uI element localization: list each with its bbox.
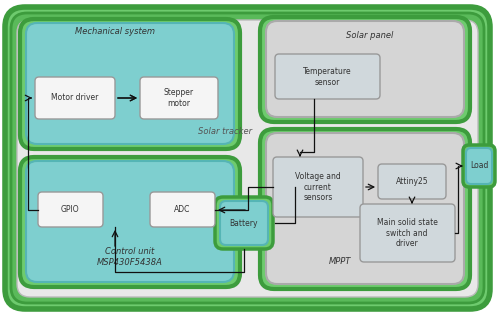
FancyBboxPatch shape — [260, 17, 470, 122]
FancyBboxPatch shape — [275, 54, 380, 99]
FancyBboxPatch shape — [463, 145, 495, 187]
Text: Solar tracker: Solar tracker — [198, 127, 252, 137]
Text: Mechanical system: Mechanical system — [75, 28, 155, 36]
Text: Solar panel: Solar panel — [346, 30, 394, 40]
Text: Attiny25: Attiny25 — [396, 178, 428, 186]
FancyBboxPatch shape — [466, 148, 492, 184]
FancyBboxPatch shape — [20, 157, 240, 287]
Text: Control unit
MSP430F5438A: Control unit MSP430F5438A — [97, 247, 163, 267]
FancyBboxPatch shape — [266, 133, 464, 284]
FancyBboxPatch shape — [26, 161, 234, 282]
FancyBboxPatch shape — [38, 192, 103, 227]
Text: Temperature
sensor: Temperature sensor — [302, 67, 352, 87]
FancyBboxPatch shape — [20, 19, 240, 149]
FancyBboxPatch shape — [26, 23, 234, 144]
Text: Main solid state
switch and
driver: Main solid state switch and driver — [376, 218, 438, 248]
FancyBboxPatch shape — [215, 197, 273, 249]
FancyBboxPatch shape — [140, 77, 218, 119]
Text: Stepper
motor: Stepper motor — [164, 88, 194, 108]
FancyBboxPatch shape — [5, 7, 490, 309]
FancyBboxPatch shape — [260, 129, 470, 289]
FancyBboxPatch shape — [17, 20, 478, 297]
Text: ADC: ADC — [174, 205, 190, 215]
FancyBboxPatch shape — [220, 201, 268, 245]
Text: MPPT: MPPT — [329, 257, 351, 267]
FancyBboxPatch shape — [378, 164, 446, 199]
Text: Load: Load — [470, 161, 488, 171]
FancyBboxPatch shape — [273, 157, 363, 217]
Text: GPIO: GPIO — [60, 205, 80, 215]
Text: Battery: Battery — [230, 218, 258, 228]
Text: Voltage and
current
sensors: Voltage and current sensors — [295, 172, 341, 202]
FancyBboxPatch shape — [360, 204, 455, 262]
FancyBboxPatch shape — [266, 21, 464, 117]
FancyBboxPatch shape — [11, 13, 484, 303]
FancyBboxPatch shape — [35, 77, 115, 119]
FancyBboxPatch shape — [150, 192, 215, 227]
Text: Motor driver: Motor driver — [52, 94, 98, 102]
